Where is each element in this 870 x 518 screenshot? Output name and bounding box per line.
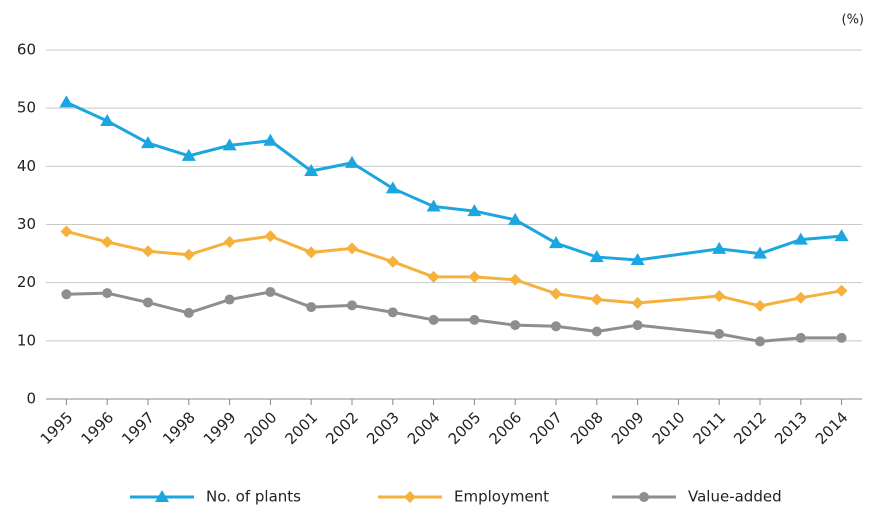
x-tick-label: 1996 [77,408,117,448]
y-tick-label: 50 [17,99,36,117]
y-tick-label: 30 [17,215,36,233]
marker [346,242,358,255]
marker [469,314,480,325]
marker [753,246,767,259]
marker [835,284,848,297]
marker [467,204,482,217]
marker [795,332,806,343]
x-tick-label: 2009 [608,408,648,448]
marker [155,490,169,502]
marker [183,307,194,318]
marker [639,492,649,502]
marker [589,250,604,263]
legend-label: Employment [454,488,549,506]
marker [630,252,645,265]
marker [713,290,726,303]
marker [755,336,765,347]
marker [347,300,357,311]
marker [426,199,441,212]
marker [631,297,644,310]
legend-item: No. of plants [130,488,301,506]
marker [591,326,602,337]
marker [551,321,561,332]
x-tick-label: 2008 [567,408,607,448]
y-tick-label: 60 [17,41,36,59]
x-tick-label: 2010 [649,408,689,448]
legend-item: Value-added [612,488,782,506]
x-tick-label: 2011 [689,408,729,448]
x-tick-label: 2012 [730,408,770,448]
marker [102,288,113,299]
x-tick-label: 2014 [812,408,852,448]
series-line [65,100,842,262]
marker [714,328,725,339]
x-tick-label: 2006 [485,408,525,448]
marker [305,246,318,259]
marker [385,181,400,194]
marker [181,148,196,161]
marker [265,286,276,297]
x-tick-label: 1999 [200,408,240,448]
x-tick-label: 1997 [118,408,158,448]
x-tick-label: 2003 [363,408,403,448]
unit-label: (%) [842,13,865,28]
legend-item: Employment [378,488,549,506]
marker [508,212,523,225]
marker [632,320,643,331]
marker [794,291,807,304]
x-tick-label: 2007 [526,408,566,448]
marker [510,320,521,331]
marker [100,113,115,126]
marker [61,289,72,300]
marker [793,232,808,245]
x-tick-label: 2002 [322,408,362,448]
marker [754,299,766,312]
y-tick-label: 10 [17,331,36,349]
marker [468,270,481,283]
x-tick-label: 2001 [281,408,321,448]
marker [141,136,155,149]
marker [306,302,317,313]
x-tick-label: 2000 [241,408,281,448]
marker [590,293,603,306]
marker [549,236,563,249]
marker [345,155,359,168]
marker [404,491,416,503]
marker [224,294,235,305]
marker [263,133,278,146]
marker [428,314,439,325]
marker [550,287,562,300]
marker [834,229,849,242]
x-tick-label: 2013 [771,408,811,448]
marker [182,248,195,261]
marker [143,297,153,308]
marker [59,95,74,108]
y-tick-label: 20 [17,273,36,291]
marker [60,225,73,238]
marker [509,273,522,286]
marker [836,332,847,343]
marker [142,245,154,258]
marker [101,235,114,248]
marker [264,230,277,243]
marker [223,235,236,248]
x-tick-label: 2004 [404,408,444,448]
y-tick-label: 40 [17,157,36,175]
x-tick-label: 1998 [159,408,199,448]
marker [712,241,727,254]
x-tick-label: 1995 [37,408,77,448]
marker [386,255,399,268]
series-line [66,290,842,343]
legend-label: Value-added [688,488,782,506]
marker [222,138,237,151]
legend-label: No. of plants [206,488,301,506]
marker [387,307,398,318]
series-line [66,230,842,308]
marker [427,270,440,283]
x-tick-label: 2005 [445,408,485,448]
y-tick-label: 0 [26,390,36,408]
marker [304,163,319,176]
